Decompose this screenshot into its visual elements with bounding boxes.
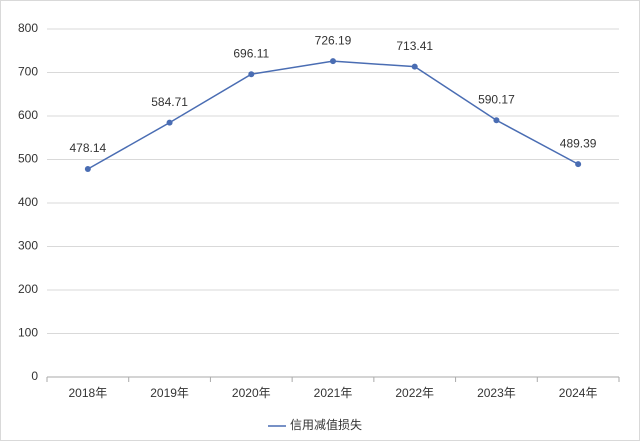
y-tick-label: 500 bbox=[18, 152, 38, 166]
point bbox=[166, 119, 173, 126]
x-tick-label: 2019年 bbox=[150, 386, 189, 400]
point bbox=[493, 117, 500, 124]
point bbox=[575, 161, 582, 168]
y-tick-label: 300 bbox=[18, 239, 38, 253]
x-tick-label: 2022年 bbox=[395, 386, 434, 400]
data-label: 726.19 bbox=[315, 33, 352, 47]
data-label: 713.41 bbox=[396, 39, 433, 53]
point bbox=[248, 71, 255, 78]
y-tick-label: 0 bbox=[31, 369, 38, 383]
x-tick-label: 2021年 bbox=[314, 386, 353, 400]
data-label: 478.14 bbox=[70, 141, 107, 155]
data-label: 590.17 bbox=[478, 92, 515, 106]
x-tick-label: 2023年 bbox=[477, 386, 516, 400]
x-tick-label: 2020年 bbox=[232, 386, 271, 400]
y-tick-label: 400 bbox=[18, 195, 38, 209]
y-tick-label: 200 bbox=[18, 282, 38, 296]
data-label: 584.71 bbox=[151, 95, 188, 109]
y-tick-label: 700 bbox=[18, 65, 38, 79]
legend-label: 信用减值损失 bbox=[290, 417, 362, 432]
point bbox=[411, 63, 418, 70]
data-label: 696.11 bbox=[233, 46, 269, 60]
x-tick-label: 2024年 bbox=[559, 386, 598, 400]
y-tick-label: 100 bbox=[18, 326, 38, 340]
x-tick-label: 2018年 bbox=[69, 386, 108, 400]
y-tick-label: 800 bbox=[18, 21, 38, 35]
y-tick-label: 600 bbox=[18, 108, 38, 122]
point bbox=[84, 166, 91, 173]
point bbox=[330, 58, 336, 65]
data-label: 489.39 bbox=[560, 136, 597, 150]
